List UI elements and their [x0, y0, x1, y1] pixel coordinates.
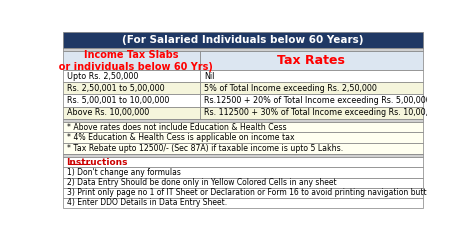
Text: Rs. 112500 + 30% of Total Income exceeding Rs. 10,00,000: Rs. 112500 + 30% of Total Income exceedi…: [204, 108, 443, 117]
Bar: [63, 94, 200, 107]
Bar: [63, 119, 423, 122]
Bar: [200, 107, 423, 119]
Text: 4) Enter DDO Details in Data Entry Sheet.: 4) Enter DDO Details in Data Entry Sheet…: [66, 198, 227, 207]
Bar: [63, 107, 200, 119]
Bar: [63, 188, 423, 198]
Text: 2) Data Entry Should be done only in Yellow Colored Cells in any sheet: 2) Data Entry Should be done only in Yel…: [66, 178, 336, 187]
Bar: [63, 132, 423, 143]
Bar: [63, 32, 423, 48]
Text: 1) Don't change any formulas: 1) Don't change any formulas: [66, 168, 181, 177]
Bar: [63, 157, 423, 167]
Bar: [63, 198, 423, 208]
Bar: [200, 51, 423, 70]
Text: Income Tax Slabs
(for individuals below 60 Yrs): Income Tax Slabs (for individuals below …: [50, 50, 213, 72]
Bar: [63, 83, 200, 94]
Bar: [200, 70, 423, 83]
Bar: [63, 70, 200, 83]
Text: 5% of Total Income exceeding Rs. 2,50,000: 5% of Total Income exceeding Rs. 2,50,00…: [204, 84, 377, 93]
Bar: [63, 122, 423, 132]
Text: * 4% Education & Health Cess is applicable on income tax: * 4% Education & Health Cess is applicab…: [66, 133, 294, 142]
Bar: [63, 167, 423, 178]
Bar: [63, 143, 423, 154]
Text: Instructions: Instructions: [66, 158, 128, 167]
Text: * Above rates does not include Education & Health Cess: * Above rates does not include Education…: [66, 123, 286, 132]
Text: Upto Rs. 2,50,000: Upto Rs. 2,50,000: [67, 72, 139, 81]
Text: Rs. 5,00,001 to 10,00,000: Rs. 5,00,001 to 10,00,000: [67, 96, 170, 105]
Text: Nil: Nil: [204, 72, 215, 81]
Text: Rs. 2,50,001 to 5,00,000: Rs. 2,50,001 to 5,00,000: [67, 84, 165, 93]
Bar: [63, 48, 423, 51]
Text: Above Rs. 10,00,000: Above Rs. 10,00,000: [67, 108, 150, 117]
Text: (For Salaried Individuals below 60 Years): (For Salaried Individuals below 60 Years…: [122, 35, 364, 45]
Bar: [63, 51, 200, 70]
Bar: [63, 178, 423, 188]
Text: Tax Rates: Tax Rates: [277, 54, 345, 67]
Text: 3) Print only page no 1 of IT Sheet or Declaration or Form 16 to avoid printing : 3) Print only page no 1 of IT Sheet or D…: [66, 188, 442, 197]
Bar: [200, 83, 423, 94]
Text: Rs.12500 + 20% of Total Income exceeding Rs. 5,00,000: Rs.12500 + 20% of Total Income exceeding…: [204, 96, 431, 105]
Text: * Tax Rebate upto 12500/- (Sec 87A) if taxable income is upto 5 Lakhs.: * Tax Rebate upto 12500/- (Sec 87A) if t…: [66, 144, 343, 153]
Bar: [63, 154, 423, 157]
Bar: [200, 94, 423, 107]
